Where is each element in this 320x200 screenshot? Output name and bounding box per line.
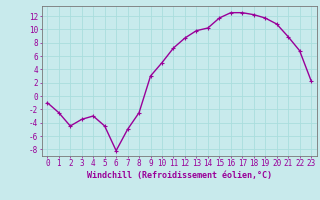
X-axis label: Windchill (Refroidissement éolien,°C): Windchill (Refroidissement éolien,°C) xyxy=(87,171,272,180)
